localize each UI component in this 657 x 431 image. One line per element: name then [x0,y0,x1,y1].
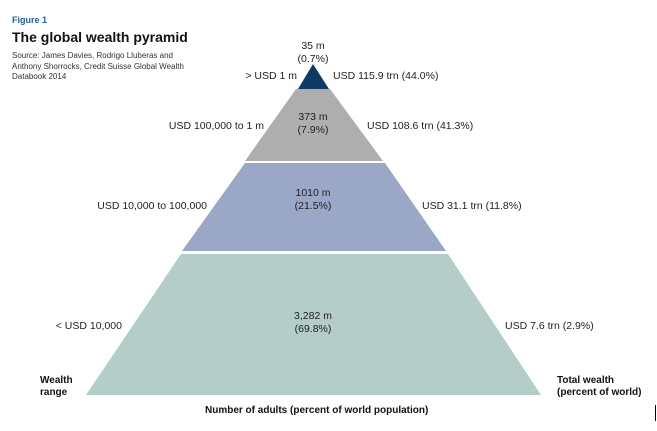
tier-top-range: > USD 1 m [245,70,297,82]
tier-top-wealth: USD 115.9 trn (44.0%) [333,70,439,82]
tier-middle-wealth: USD 31.1 trn (11.8%) [422,200,522,212]
tier-share: (7.9%) [297,123,329,136]
tier-upper-wealth: USD 108.6 trn (41.3%) [367,120,474,132]
text-cursor [655,405,656,421]
tier-upper-range: USD 100,000 to 1 m [168,120,264,132]
source-line: Anthony Shorrocks, Credit Suisse Global … [12,61,184,71]
figure-label: Figure 1 [12,15,48,25]
tier-middle-range: USD 10,000 to 100,000 [97,200,207,212]
tier-base-wealth: USD 7.6 trn (2.9%) [505,320,594,332]
source-line: Databook 2014 [12,72,67,82]
figure-title: The global wealth pyramid [12,29,188,45]
source-line: Source: James Davies, Rodrigo Lluberas a… [12,51,173,60]
total-wealth-axis-title: Total wealth (percent of world) [557,375,642,398]
pyramid-tier-middle [182,163,446,251]
tier-share: (69.8%) [294,322,332,335]
wealth-range-axis-title: Wealth range [40,375,73,398]
tier-base-stats: 3,282 m (69.8%) [278,310,348,335]
source-note: Source: James Davies, Rodrigo Lluberas a… [12,51,192,83]
tier-share: (0.7%) [297,52,329,65]
tier-adults: 35 m [301,40,325,52]
pyramid-tier-top [298,64,329,89]
tier-adults: 3,282 m [294,310,332,322]
tier-top-stats: 35 m (0.7%) [283,40,343,65]
tier-adults: 1010 m [295,187,331,199]
tier-adults: 373 m [298,111,328,123]
pyramid-tier-base [86,254,541,395]
tier-middle-stats: 1010 m (21.5%) [283,187,343,212]
tier-upper-stats: 373 m (7.9%) [283,111,343,136]
adults-axis-title: Number of adults (percent of world popul… [205,405,429,416]
pyramid-tier-upper [245,89,383,161]
tier-base-range: < USD 10,000 [55,320,122,332]
tier-share: (21.5%) [294,199,332,212]
